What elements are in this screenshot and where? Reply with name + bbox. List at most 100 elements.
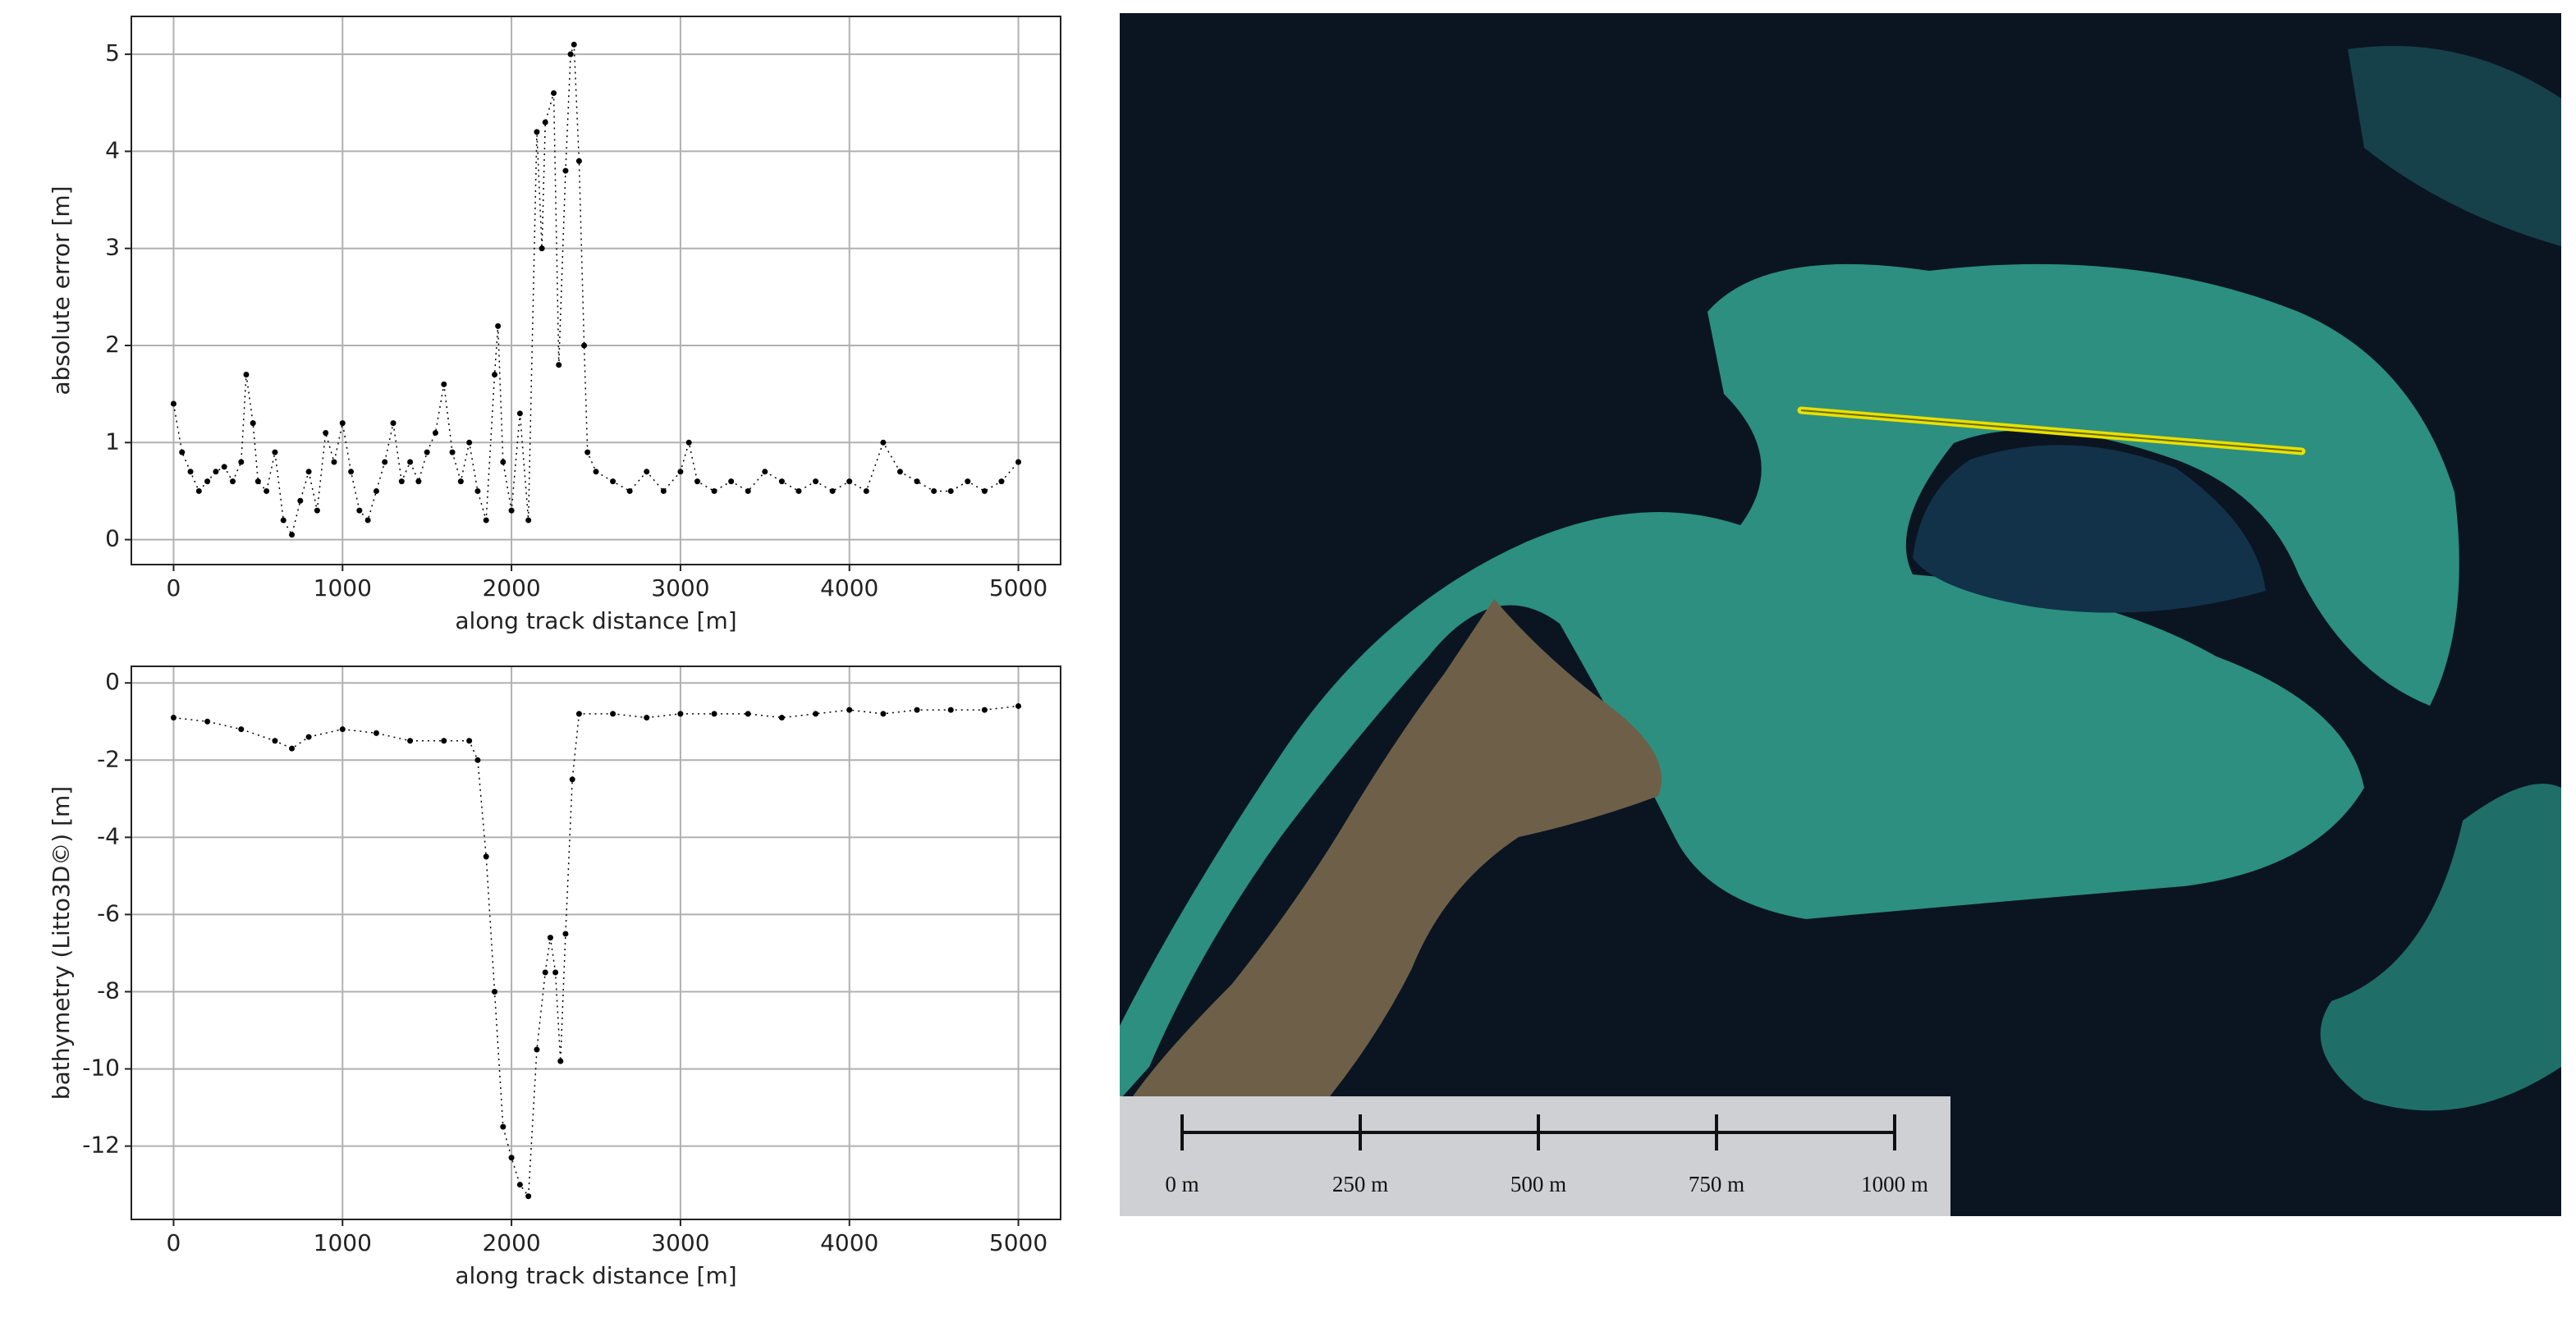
y-tick-label: -8 <box>97 977 120 1004</box>
point <box>170 715 176 721</box>
point <box>557 1058 564 1064</box>
point <box>407 738 414 744</box>
point <box>610 711 616 717</box>
point <box>213 469 219 475</box>
x-tick-label: 0 <box>167 1229 181 1256</box>
point <box>829 487 836 494</box>
point <box>534 1046 540 1053</box>
point <box>547 935 553 941</box>
y-tick-label: 0 <box>105 525 120 552</box>
point <box>542 969 548 976</box>
point <box>254 478 261 485</box>
point <box>880 711 887 717</box>
point <box>728 478 735 485</box>
x-tick-label: 0 <box>167 574 181 602</box>
y-tick-label: -12 <box>82 1132 120 1159</box>
point <box>170 400 176 407</box>
point <box>846 707 853 713</box>
point <box>398 478 405 485</box>
point <box>424 449 430 455</box>
lagoon <box>1913 445 2266 613</box>
point <box>280 517 286 524</box>
point <box>348 469 355 475</box>
point <box>571 41 577 48</box>
x-tick-label: 5000 <box>989 574 1047 602</box>
point <box>272 449 278 455</box>
point <box>778 478 785 485</box>
point <box>575 711 582 717</box>
point <box>323 429 329 436</box>
point <box>187 469 194 475</box>
plot: 0 1000 2000 3000 4000 5000 0 1 2 3 4 5 along track d… <box>48 16 1061 634</box>
x-axis-label: along track distance [m] <box>455 607 736 634</box>
point <box>694 478 700 485</box>
point <box>981 707 988 713</box>
point <box>539 245 545 252</box>
point <box>492 988 498 995</box>
point <box>551 89 557 96</box>
point <box>331 459 337 465</box>
point <box>441 738 447 744</box>
point <box>525 517 532 524</box>
point <box>677 711 684 717</box>
y-tick-label: 3 <box>105 234 120 261</box>
point <box>931 487 937 494</box>
point <box>556 362 562 368</box>
scale-label: 750 m <box>1689 1172 1744 1196</box>
point <box>466 738 473 744</box>
point <box>542 119 548 126</box>
point <box>195 487 202 494</box>
point <box>846 478 853 485</box>
point <box>947 487 954 494</box>
point <box>998 478 1005 485</box>
scale-label: 250 m <box>1332 1172 1388 1196</box>
plot-frame <box>131 666 1061 1220</box>
point <box>305 469 312 475</box>
point <box>567 51 574 57</box>
point <box>534 129 540 135</box>
point <box>762 469 768 475</box>
y-axis-label: bathymetry (Litto3D©) [m] <box>48 786 75 1100</box>
point <box>508 1155 515 1161</box>
point <box>965 478 971 485</box>
point <box>626 487 633 494</box>
point <box>238 459 245 465</box>
plot: 0 1000 2000 3000 4000 5000 0 -2 -4 -6 -8 -10 -12 alon… <box>48 666 1061 1289</box>
scale-label: 1000 m <box>1861 1172 1928 1196</box>
point <box>441 381 447 387</box>
point <box>896 469 903 475</box>
point <box>778 715 785 721</box>
point <box>981 487 988 494</box>
trace <box>173 705 1019 1198</box>
point <box>272 738 278 744</box>
y-tick-label: 1 <box>105 428 120 455</box>
point <box>677 469 684 475</box>
point <box>229 478 236 485</box>
y-tick-label: 2 <box>105 331 120 358</box>
point <box>813 711 819 717</box>
scale-box <box>1120 1096 1950 1216</box>
point <box>466 439 473 446</box>
point <box>495 322 502 329</box>
point <box>250 420 256 427</box>
point <box>449 449 456 455</box>
point <box>339 726 346 733</box>
point <box>593 469 599 475</box>
point <box>305 734 312 740</box>
point <box>525 1193 532 1200</box>
reef <box>2348 46 2561 246</box>
point <box>880 439 887 446</box>
reef <box>2320 784 2561 1111</box>
point <box>562 931 569 937</box>
point <box>610 478 616 485</box>
point <box>795 487 802 494</box>
point <box>500 459 506 465</box>
point <box>483 853 489 860</box>
point <box>562 167 569 174</box>
x-tick-label: 2000 <box>482 1229 540 1256</box>
point <box>516 1182 523 1188</box>
point <box>644 469 650 475</box>
point <box>516 410 523 417</box>
